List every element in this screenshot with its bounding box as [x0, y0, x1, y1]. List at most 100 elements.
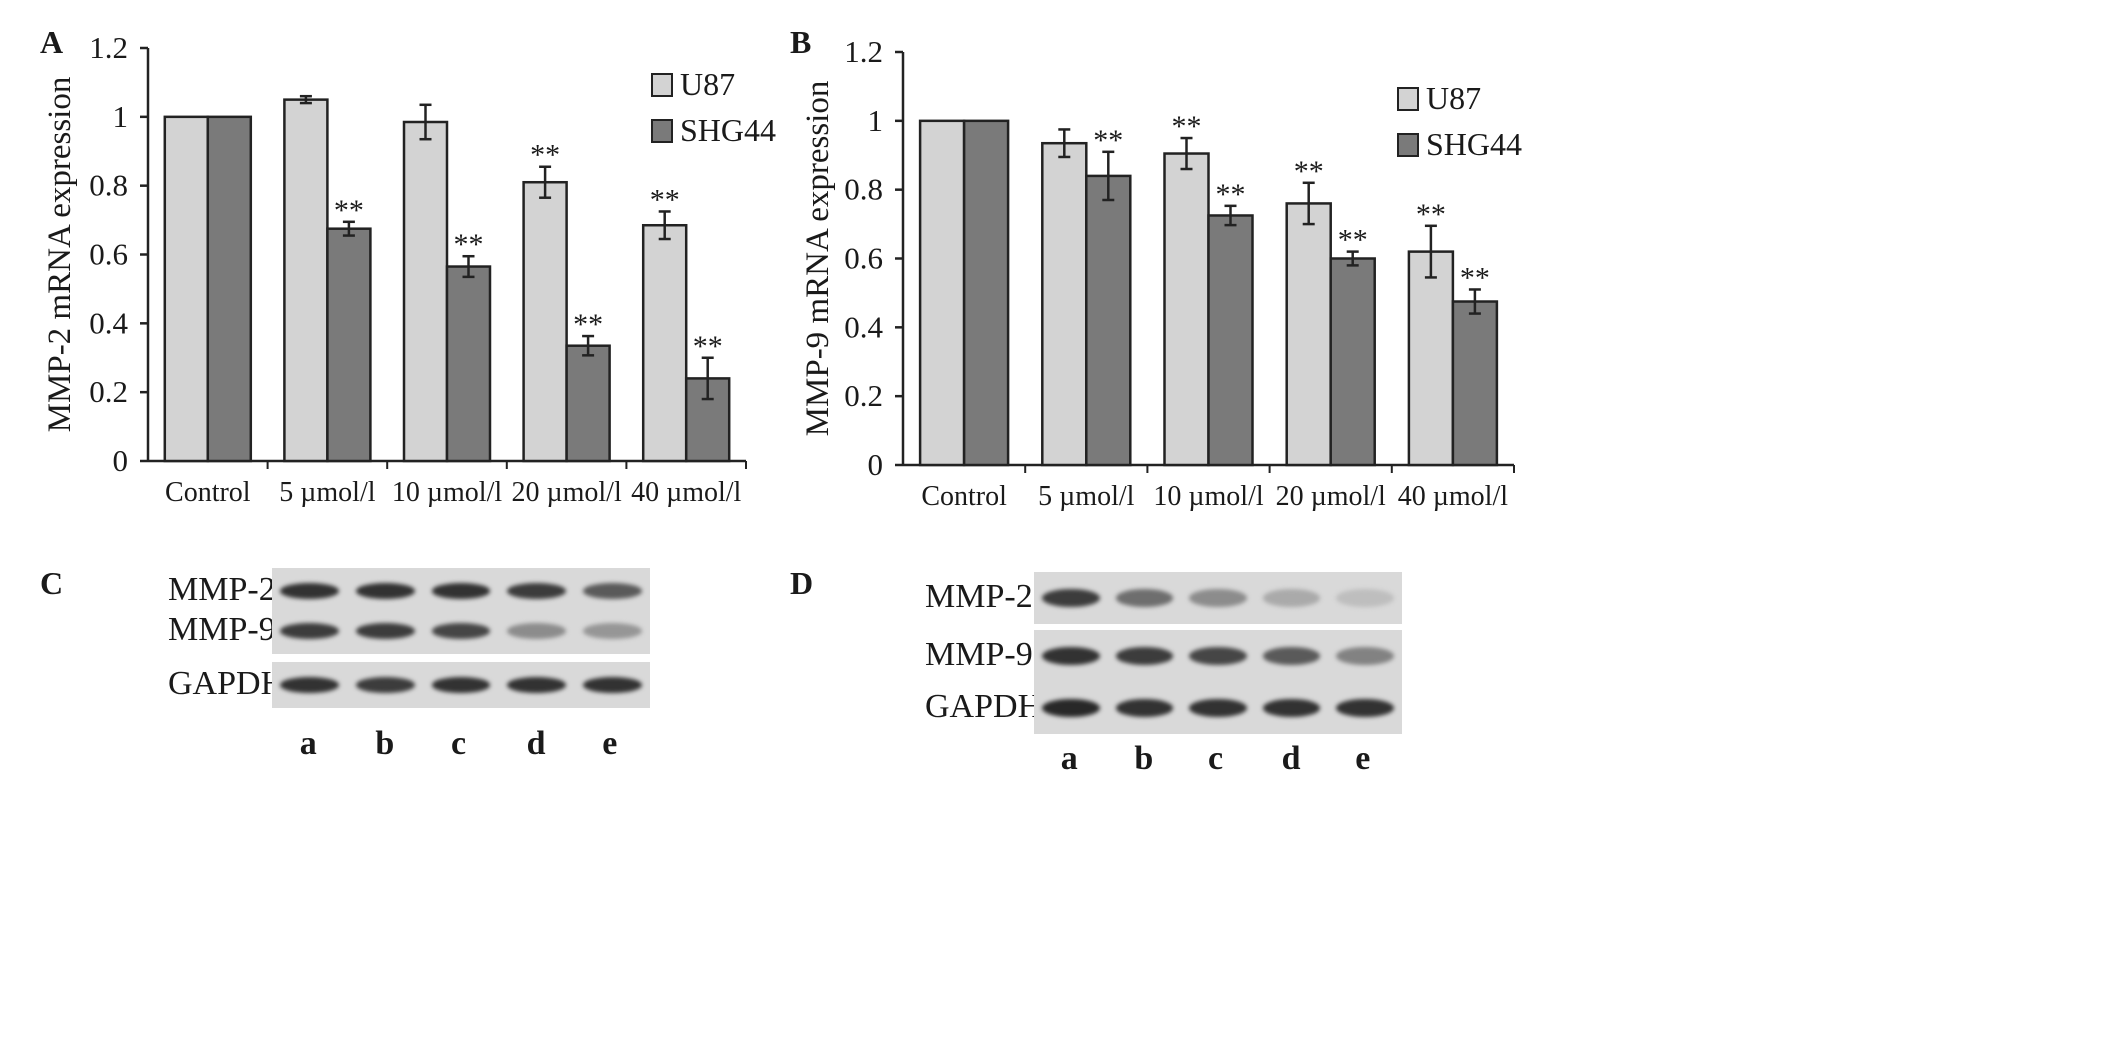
chart-b-legend-label-shg44: SHG44: [1426, 126, 1522, 162]
chart-b-y-tick-label: 1.2: [844, 34, 883, 69]
chart-b-significance-label: **: [1294, 155, 1324, 188]
blot-c-band: [507, 623, 567, 639]
chart-b-x-tick-label: 40 µmol/l: [1398, 481, 1508, 512]
chart-b-bar-u87: [918, 119, 966, 467]
blot-d-band: [1189, 699, 1247, 717]
blot-d-band: [1115, 647, 1174, 665]
blot-c-band: [507, 583, 567, 599]
chart-a-y-tick-label: 1: [113, 99, 129, 134]
chart-b-bar-u87: [1285, 202, 1332, 467]
chart-b-x-tick-label: 5 µmol/l: [1038, 481, 1134, 512]
chart-b-y-tick-label: 1: [868, 103, 884, 138]
blot-d-lane-label: b: [1134, 740, 1154, 777]
blot-c-band: [431, 677, 491, 693]
chart-a-y-tick-label: 0: [113, 443, 129, 478]
chart-a-bar-u87: [283, 98, 329, 463]
blot-c-row-label: MMP-9: [168, 611, 276, 648]
chart-b-x-tick-label: 10 µmol/l: [1153, 481, 1263, 512]
chart-b-significance-label: **: [1216, 178, 1246, 211]
chart-a-y-tick-label: 0.4: [89, 305, 128, 340]
blot-d-band: [1262, 699, 1321, 717]
blot-c-band: [355, 677, 415, 693]
chart-a-y-tick-label: 0.6: [89, 237, 128, 272]
blot-c-lane-label: e: [602, 725, 618, 762]
panel-label-c: C: [40, 565, 64, 601]
blot-c-row-label: MMP-2: [168, 571, 276, 608]
chart-b-significance-label: **: [1460, 261, 1490, 294]
blot-c-band: [355, 623, 415, 639]
blot-d-lane-label: a: [1060, 740, 1078, 777]
blot-c-band: [582, 583, 642, 599]
blot-c-lane-label: c: [451, 725, 467, 762]
chart-b-bar-u87: [1163, 152, 1210, 467]
chart-b-legend-swatch-shg44: [1397, 133, 1419, 157]
blot-c-band: [280, 677, 340, 693]
blot-d-row-label: MMP-9: [925, 636, 1033, 673]
chart-a-x-tick-label: Control: [165, 477, 251, 508]
chart-a-x-tick-label: 40 µmol/l: [631, 477, 741, 508]
blot-d-band: [1189, 647, 1247, 665]
chart-a-significance-label: **: [573, 308, 603, 341]
blot-c-strip: [272, 662, 650, 708]
chart-b-legend-label-u87: U87: [1426, 80, 1481, 116]
chart-a-significance-label: **: [334, 194, 364, 227]
panel-label-a: A: [40, 24, 64, 60]
blot-d-row-label: MMP-2: [925, 578, 1033, 615]
blot-c-band: [582, 623, 642, 639]
blot-d-band: [1336, 647, 1394, 665]
blot-c-strip: [272, 568, 650, 614]
chart-b-bar-u87: [1407, 250, 1455, 467]
chart-a-y-tick-label: 0.8: [89, 168, 128, 203]
chart-a-bar-shg44: [565, 344, 611, 463]
blot-d-strip: [1034, 682, 1402, 734]
chart-a-bar-u87: [163, 115, 210, 463]
chart-b-y-tick-label: 0.6: [844, 241, 883, 276]
chart-b-bar-u87: [1041, 141, 1088, 467]
panel-label-d: D: [790, 565, 814, 601]
blot-c-band: [355, 583, 415, 599]
chart-b-x-tick-label: 20 µmol/l: [1276, 481, 1386, 512]
chart-a-significance-label: **: [650, 183, 680, 216]
blot-c-band: [431, 623, 491, 639]
blot-c-lane-label: b: [375, 725, 395, 762]
chart-a-significance-label: **: [454, 228, 484, 261]
blot-d-band: [1115, 589, 1174, 607]
blot-d-strip: [1034, 572, 1402, 624]
blot-c-band: [280, 583, 340, 599]
chart-a-x-tick-label: 20 µmol/l: [511, 477, 621, 508]
chart-a-legend-swatch-u87: [651, 73, 673, 97]
blot-c-lane-label: a: [299, 725, 317, 762]
chart-a-x-tick-label: 5 µmol/l: [279, 477, 375, 508]
chart-a-y-label: MMP-2 mRNA expression: [42, 77, 78, 433]
chart-a-bar-u87: [402, 120, 449, 463]
chart-a-bar-u87: [522, 180, 568, 463]
blot-d-lane-label: c: [1208, 740, 1224, 777]
blot-c-band: [280, 623, 340, 639]
chart-b-legend-swatch-u87: [1397, 87, 1419, 111]
chart-b-y-label: MMP-9 mRNA expression: [800, 81, 836, 437]
chart-a-legend-label-shg44: SHG44: [680, 112, 776, 148]
chart-a-legend-swatch-shg44: [651, 119, 673, 143]
panel-label-b: B: [790, 24, 812, 60]
chart-b-y-tick-label: 0.4: [844, 309, 883, 344]
blot-c-band: [431, 583, 491, 599]
chart-b-y-tick-label: 0: [868, 447, 884, 482]
chart-a-bar-shg44: [326, 227, 372, 463]
blot-c-strip: [272, 608, 650, 654]
blot-c-band: [507, 677, 567, 693]
chart-a: 0 0.2 0.4 0.6 0.8 1 1.2 MMP-2 mRNA expression Co…: [42, 30, 776, 508]
chart-a-legend-label-u87: U87: [680, 66, 735, 102]
blot-d-band: [1336, 699, 1394, 717]
chart-a-bar-shg44: [206, 115, 253, 463]
blot-d-band: [1115, 699, 1174, 717]
chart-a-bar-shg44: [445, 265, 492, 463]
chart-b-y-tick-label: 0.8: [844, 172, 883, 207]
chart-a-bar-u87: [641, 223, 688, 463]
blot-d-lane-label: e: [1355, 740, 1371, 777]
chart-b-significance-label: **: [1172, 110, 1202, 143]
chart-b-bar-shg44: [1329, 257, 1376, 467]
chart-b-bar-shg44: [962, 119, 1010, 467]
chart-a-y-tick-label: 1.2: [89, 30, 128, 65]
blot-d-band: [1189, 589, 1247, 607]
